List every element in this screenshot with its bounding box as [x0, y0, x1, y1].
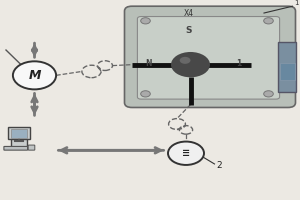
FancyBboxPatch shape	[8, 127, 30, 139]
Circle shape	[171, 52, 210, 77]
Text: 1: 1	[294, 0, 298, 6]
FancyBboxPatch shape	[124, 6, 296, 107]
FancyBboxPatch shape	[137, 17, 280, 99]
Circle shape	[13, 61, 56, 89]
Circle shape	[168, 142, 204, 165]
Text: 1: 1	[236, 59, 241, 68]
Circle shape	[141, 91, 150, 97]
Text: M: M	[28, 69, 41, 82]
Circle shape	[264, 91, 273, 97]
Text: ≡: ≡	[182, 148, 190, 158]
Circle shape	[264, 18, 273, 24]
Text: S: S	[186, 26, 192, 35]
FancyBboxPatch shape	[28, 145, 35, 150]
FancyBboxPatch shape	[11, 129, 27, 138]
Circle shape	[180, 57, 190, 64]
FancyBboxPatch shape	[11, 131, 27, 148]
FancyBboxPatch shape	[278, 42, 296, 92]
Circle shape	[141, 18, 150, 24]
Text: N: N	[145, 59, 152, 68]
Text: 2: 2	[216, 161, 222, 170]
FancyBboxPatch shape	[280, 63, 295, 80]
FancyBboxPatch shape	[4, 146, 28, 150]
Text: X4: X4	[184, 9, 194, 18]
